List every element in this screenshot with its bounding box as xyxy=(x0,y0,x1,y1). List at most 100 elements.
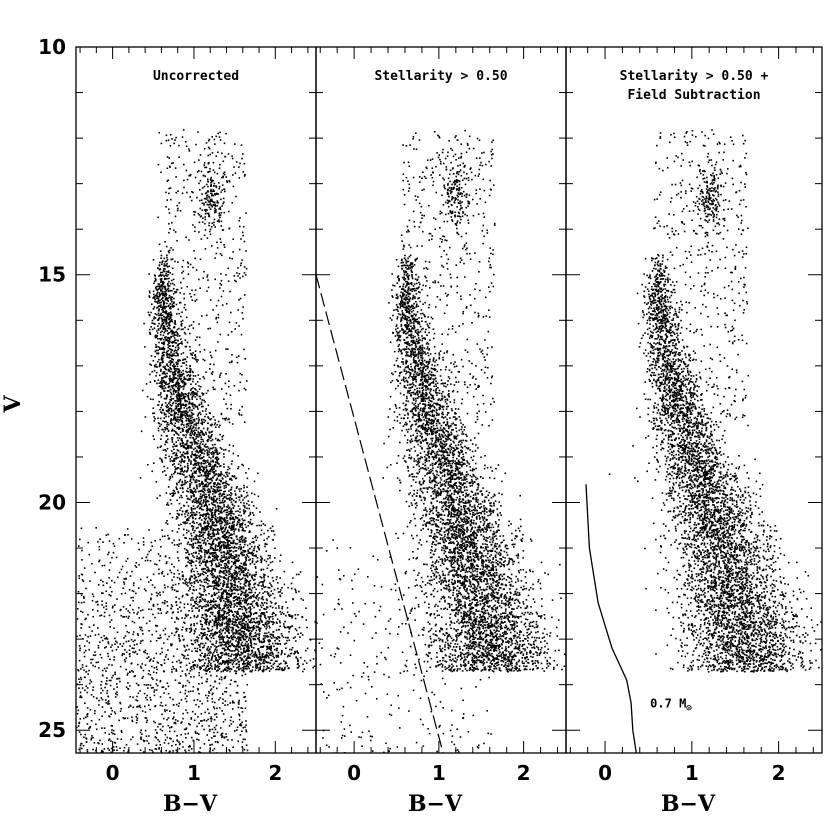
star-point xyxy=(168,296,170,299)
star-point xyxy=(204,669,207,672)
star-point xyxy=(194,404,196,406)
star-point xyxy=(155,294,157,297)
star-point xyxy=(156,289,158,291)
star-point xyxy=(153,364,156,367)
star-point xyxy=(190,388,193,390)
star-point xyxy=(227,536,229,539)
star-point xyxy=(181,513,183,516)
star-point xyxy=(263,575,265,578)
star-point xyxy=(283,583,286,586)
star-point xyxy=(244,577,247,580)
star-point xyxy=(250,523,253,526)
star-point xyxy=(232,518,235,520)
star-point xyxy=(203,488,206,490)
star-point xyxy=(189,484,192,486)
star-point xyxy=(167,305,169,308)
star-point xyxy=(263,580,265,583)
star-point xyxy=(207,556,210,559)
star-point xyxy=(178,335,181,337)
star-point xyxy=(179,385,182,387)
star-point xyxy=(231,504,234,506)
star-point xyxy=(167,271,170,273)
star-point xyxy=(190,560,193,563)
star-point xyxy=(178,524,180,526)
star-point xyxy=(159,288,162,291)
star-point xyxy=(186,440,189,442)
star-point xyxy=(193,407,195,410)
star-point xyxy=(182,455,184,457)
star-point xyxy=(174,411,176,414)
star-point xyxy=(177,308,180,311)
star-point xyxy=(277,587,279,590)
star-point xyxy=(267,655,269,657)
star-point xyxy=(253,606,255,609)
star-point xyxy=(249,664,252,666)
star-point xyxy=(281,649,283,652)
star-point xyxy=(208,592,210,595)
star-point xyxy=(218,607,220,609)
star-point xyxy=(207,440,209,443)
star-point xyxy=(205,576,208,579)
star-point xyxy=(173,430,176,432)
star-point xyxy=(263,576,265,579)
star-point xyxy=(178,369,181,372)
star-point xyxy=(157,302,159,305)
star-point xyxy=(221,556,224,558)
star-point xyxy=(247,643,250,645)
star-point xyxy=(213,495,215,498)
star-point xyxy=(197,435,200,438)
star-point xyxy=(223,487,226,489)
star-point xyxy=(199,593,202,595)
star-point xyxy=(260,663,262,665)
star-point xyxy=(229,517,231,519)
star-point xyxy=(182,442,184,445)
star-point xyxy=(220,508,223,510)
star-point xyxy=(203,452,206,455)
star-point xyxy=(227,468,229,471)
star-point xyxy=(249,543,251,545)
star-point xyxy=(160,271,162,274)
star-point xyxy=(202,560,204,562)
star-point xyxy=(220,471,222,473)
star-point xyxy=(156,297,158,300)
star-point xyxy=(188,402,191,405)
star-point xyxy=(247,660,250,663)
star-point xyxy=(171,492,173,495)
star-point xyxy=(160,298,163,300)
star-point xyxy=(272,592,274,595)
star-point xyxy=(257,472,259,475)
star-point xyxy=(240,627,243,629)
star-point xyxy=(255,612,257,614)
star-point xyxy=(207,542,210,545)
star-point xyxy=(184,396,187,398)
star-point xyxy=(176,517,179,519)
star-point xyxy=(202,585,204,587)
star-point xyxy=(206,474,208,477)
star-point xyxy=(237,521,239,523)
star-point xyxy=(206,445,209,448)
star-point xyxy=(165,297,168,300)
star-point xyxy=(178,371,180,373)
star-point xyxy=(190,461,192,464)
star-point xyxy=(187,446,189,448)
star-point xyxy=(254,632,257,634)
star-point xyxy=(241,495,243,498)
star-point xyxy=(259,665,262,668)
star-point xyxy=(187,585,189,587)
star-point xyxy=(173,284,176,286)
star-point xyxy=(191,447,193,449)
star-point xyxy=(213,633,215,635)
star-point xyxy=(241,624,243,627)
star-point xyxy=(233,632,235,634)
star-point xyxy=(196,406,199,409)
star-point xyxy=(193,458,196,460)
star-point xyxy=(202,635,204,637)
star-point xyxy=(273,648,276,651)
star-point xyxy=(167,346,169,349)
star-point xyxy=(157,288,159,291)
star-point xyxy=(199,555,202,557)
star-point xyxy=(231,546,233,548)
star-point xyxy=(206,569,208,572)
star-point xyxy=(178,312,180,315)
star-point xyxy=(200,465,203,467)
